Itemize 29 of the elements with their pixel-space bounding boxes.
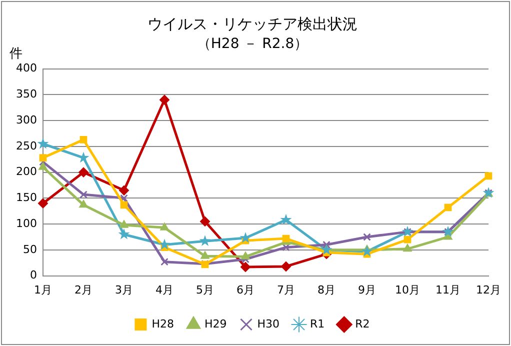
y-tick-label: 50 <box>22 242 37 256</box>
y-tick-label: 200 <box>16 165 37 178</box>
x-tick-label: 3月 <box>114 283 133 296</box>
y-tick-label: 150 <box>16 191 37 204</box>
x-tick-label: 9月 <box>358 283 376 296</box>
x-tick-label: 8月 <box>318 283 336 296</box>
legend-label: H29 <box>204 317 227 330</box>
x-tick-label: 1月 <box>34 283 52 296</box>
legend-label: H30 <box>257 317 280 330</box>
x-tick-label: 6月 <box>236 283 254 296</box>
x-tick-label: 7月 <box>277 283 295 296</box>
x-tick-label: 11月 <box>436 283 460 296</box>
x-tick-label: 5月 <box>196 283 214 296</box>
y-tick-label: 100 <box>16 216 37 230</box>
y-axis-title: 件 <box>10 46 22 62</box>
y-tick-label: 300 <box>16 113 37 126</box>
x-tick-label: 10月 <box>395 283 420 296</box>
legend-label: R2 <box>355 317 370 330</box>
x-tick-label: 4月 <box>155 283 174 296</box>
chart-subtitle: （H28 － R2.8） <box>196 36 308 52</box>
legend-label: R1 <box>310 317 325 330</box>
y-tick-label: 250 <box>16 139 37 152</box>
y-tick-label: 350 <box>16 88 37 101</box>
x-tick-label: 2月 <box>74 283 92 296</box>
x-tick-label: 12月 <box>476 283 501 296</box>
chart-title: ウイルス・リケッチア検出状況 <box>148 14 358 33</box>
y-tick-label: 400 <box>16 62 37 75</box>
legend-label: H28 <box>152 317 174 330</box>
y-tick-label: 0 <box>30 268 37 282</box>
